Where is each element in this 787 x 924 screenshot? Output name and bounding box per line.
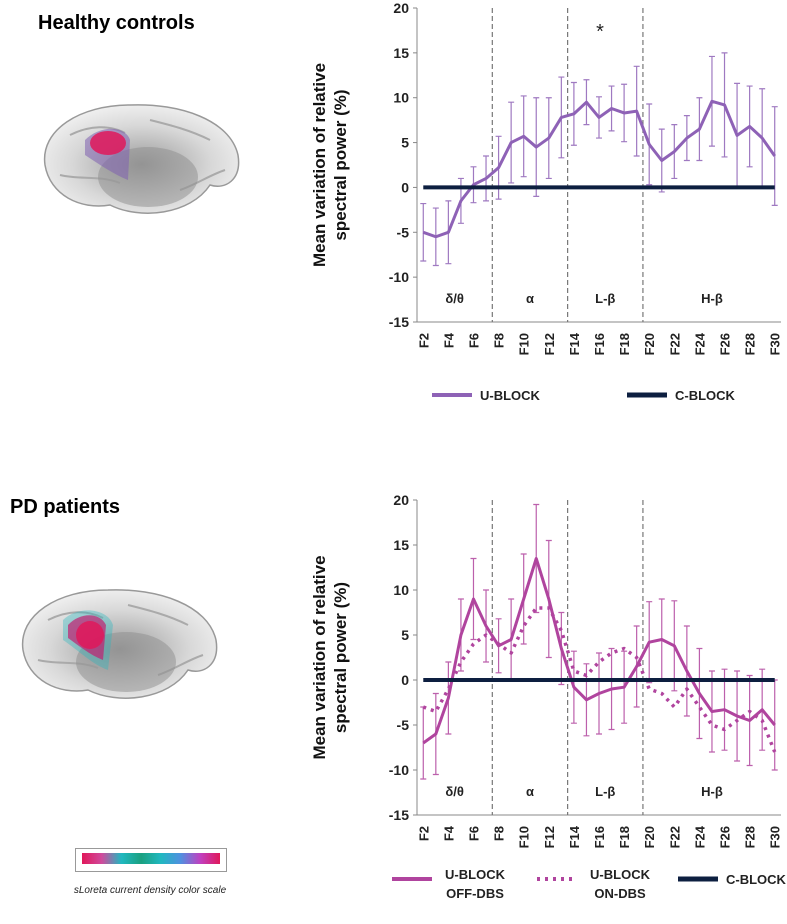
- y-tick-label: -5: [397, 224, 410, 240]
- x-tick-label: F16: [592, 826, 607, 848]
- legend-swatch: [678, 876, 718, 882]
- legend-label: U-BLOCK OFF-DBS: [445, 867, 505, 901]
- x-tick-label: F20: [642, 333, 657, 355]
- x-tick-label: F18: [617, 826, 632, 848]
- y-tick-label: 15: [393, 45, 409, 61]
- legend-label: C-BLOCK: [726, 872, 786, 887]
- significance-marker: *: [596, 21, 604, 43]
- legend-swatch: [627, 392, 667, 398]
- series-line: [422, 99, 776, 239]
- x-tick-label: F28: [743, 333, 758, 355]
- band-label: δ/θ: [445, 291, 464, 306]
- x-tick-label: F30: [768, 333, 783, 355]
- legend-swatch: [392, 877, 432, 881]
- legend-item: U-BLOCK: [430, 388, 540, 405]
- x-tick-label: F10: [517, 333, 532, 355]
- x-tick-label: F2: [416, 333, 431, 348]
- x-tick-label: F14: [567, 825, 582, 848]
- legend-swatch: [432, 393, 472, 397]
- legend-item: U-BLOCK ON-DBS: [535, 867, 655, 903]
- x-tick-label: F12: [542, 333, 557, 355]
- series-line: [422, 606, 777, 753]
- x-tick-label: F30: [768, 826, 783, 848]
- panel-label: Healthy controls: [38, 12, 195, 34]
- x-tick-label: F2: [416, 826, 431, 841]
- legend-item: C-BLOCK: [625, 388, 735, 405]
- color-scale-gradient: [82, 853, 220, 864]
- y-tick-label: -10: [389, 762, 409, 778]
- panel-label: PD patients: [10, 496, 121, 518]
- x-tick-label: F10: [517, 826, 532, 848]
- x-tick-label: F24: [692, 825, 707, 848]
- x-tick-label: F26: [718, 826, 733, 848]
- y-tick-label: 10: [393, 582, 409, 598]
- legend-label: U-BLOCK: [480, 388, 540, 403]
- brain-image: [21, 589, 218, 699]
- x-tick-label: F12: [542, 826, 557, 848]
- x-tick-label: F14: [567, 332, 582, 355]
- legend-item: C-BLOCK: [676, 872, 786, 889]
- y-tick-label: 15: [393, 537, 409, 553]
- legend-item: U-BLOCK OFF-DBS: [390, 867, 510, 903]
- legend: U-BLOCK C-BLOCK: [300, 388, 787, 438]
- y-tick-label: 5: [401, 135, 409, 151]
- y-axis-label: Mean variation of relative: [310, 555, 329, 759]
- x-tick-label: F8: [492, 333, 507, 348]
- y-tick-label: 20: [393, 492, 409, 508]
- y-tick-label: 10: [393, 90, 409, 106]
- band-label: H-β: [701, 784, 723, 799]
- x-tick-label: F26: [718, 333, 733, 355]
- y-tick-label: -15: [389, 314, 409, 330]
- chart: -15 -10 -5 0 5 10 15 20 F2 F4 F6 F8 F10 F12 F14 F16 F18 F…: [310, 492, 783, 848]
- chart: -15 -10 -5 0 5 10 15 20 F2 F4 F6 F8 F10 F12 F14 F16 F18 F…: [310, 0, 783, 355]
- brain-image: [43, 104, 240, 214]
- x-tick-label: F22: [667, 333, 682, 355]
- x-tick-label: F18: [617, 333, 632, 355]
- band-label: H-β: [701, 291, 723, 306]
- y-tick-label: -10: [389, 269, 409, 285]
- legend: U-BLOCK OFF-DBS U-BLOCK ON-DBS C-BLOCK: [300, 867, 787, 924]
- x-tick-label: F24: [692, 332, 707, 355]
- series-line: [422, 557, 776, 745]
- band-label: α: [526, 291, 534, 306]
- x-tick-label: F6: [466, 826, 481, 841]
- color-scale-caption: sLoreta current density color scale: [73, 885, 227, 896]
- band-label: L-β: [595, 784, 615, 799]
- legend-label: U-BLOCK ON-DBS: [590, 867, 650, 901]
- x-tick-label: F6: [466, 333, 481, 348]
- color-scale: [75, 848, 227, 872]
- x-tick-label: F22: [667, 826, 682, 848]
- x-tick-label: F8: [492, 826, 507, 841]
- band-label: L-β: [595, 291, 615, 306]
- x-tick-label: F20: [642, 826, 657, 848]
- y-tick-label: -5: [397, 717, 410, 733]
- x-tick-label: F4: [441, 332, 456, 348]
- y-tick-label: 5: [401, 627, 409, 643]
- legend-label: C-BLOCK: [675, 388, 735, 403]
- y-axis-label: spectral power (%): [331, 582, 350, 733]
- y-axis-label: Mean variation of relative: [310, 63, 329, 267]
- y-tick-label: -15: [389, 807, 409, 823]
- band-label: δ/θ: [445, 784, 464, 799]
- band-label: α: [526, 784, 534, 799]
- x-tick-label: F28: [743, 826, 758, 848]
- y-axis-label: spectral power (%): [331, 89, 350, 240]
- y-tick-label: 0: [401, 672, 409, 688]
- x-tick-label: F16: [592, 333, 607, 355]
- y-tick-label: 20: [393, 0, 409, 16]
- x-tick-label: F4: [441, 825, 456, 841]
- legend-swatch: [537, 877, 577, 881]
- y-tick-label: 0: [401, 179, 409, 195]
